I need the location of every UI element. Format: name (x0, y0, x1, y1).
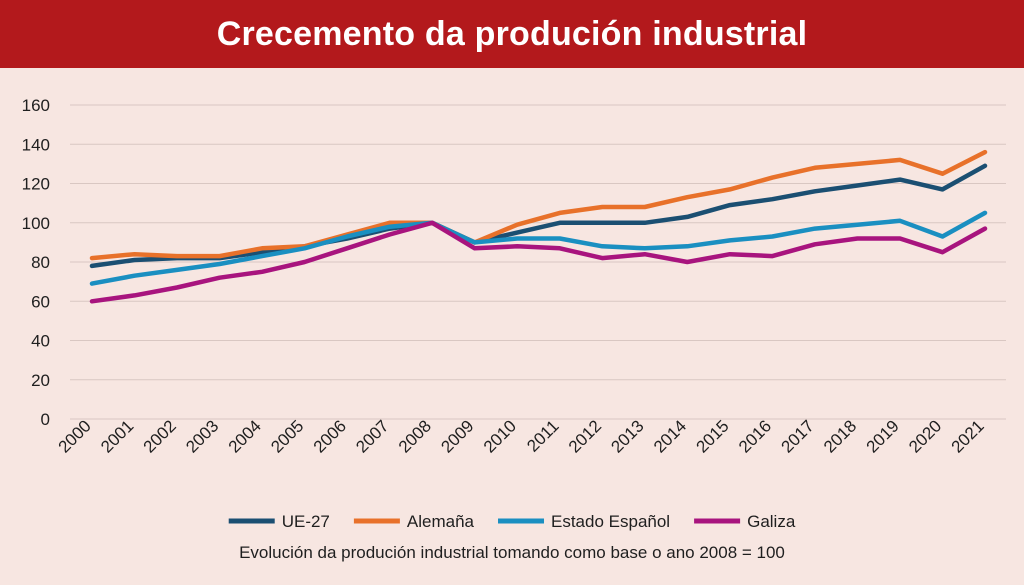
legend-item: Galiza (694, 512, 796, 531)
y-tick-label: 20 (31, 371, 50, 390)
x-tick-label: 2000 (55, 416, 95, 456)
series-line-3 (89, 220, 988, 304)
x-tick-label: 2018 (820, 416, 860, 456)
legend-item: Estado Español (498, 512, 670, 531)
y-tick-label: 140 (22, 135, 50, 154)
y-tick-label: 120 (22, 175, 50, 194)
x-tick-label: 2009 (437, 416, 477, 456)
x-axis-ticks: 2000 2001 2002 2003 2004 2005 2006 2007 2008 2009… (55, 416, 988, 456)
x-tick-label: 2017 (778, 416, 818, 456)
x-tick-label: 2014 (650, 416, 690, 456)
x-tick-label: 2008 (395, 416, 435, 456)
x-tick-label: 2012 (565, 416, 605, 456)
x-tick-label: 2021 (948, 416, 988, 456)
x-tick-label: 2016 (735, 416, 775, 456)
y-tick-label: 80 (31, 253, 50, 272)
x-tick-label: 2015 (693, 416, 733, 456)
series-line-0 (89, 163, 988, 269)
y-tick-label: 160 (22, 96, 50, 115)
x-tick-label: 2019 (863, 416, 903, 456)
grid-lines (70, 104, 1006, 420)
legend-label: Galiza (747, 512, 796, 531)
chart-title: Crecemento da produción industrial (216, 14, 808, 53)
series-line-2 (89, 210, 988, 286)
x-tick-label: 2010 (480, 416, 520, 456)
series-lines (89, 149, 988, 304)
legend-item: UE-27 (228, 512, 330, 531)
y-tick-label: 0 (41, 410, 50, 429)
legend-label: Estado Español (551, 512, 670, 531)
title-bar: Crecemento da produción industrial (0, 0, 1024, 68)
chart-subtitle: Evolución da produción industrial tomand… (239, 543, 785, 562)
y-axis-ticks: 0 20 40 60 80 100 120 140 160 (22, 96, 50, 429)
x-tick-label: 2003 (182, 416, 222, 456)
y-tick-label: 40 (31, 332, 50, 351)
y-tick-label: 60 (31, 292, 50, 311)
x-tick-label: 2007 (352, 416, 392, 456)
x-tick-label: 2004 (225, 416, 265, 456)
x-tick-label: 2013 (607, 416, 647, 456)
x-tick-label: 2001 (97, 416, 137, 456)
legend-item: Alemaña (353, 512, 475, 531)
legend-label: UE-27 (282, 512, 330, 531)
y-tick-label: 100 (22, 214, 50, 233)
series-line-1 (89, 149, 988, 261)
x-tick-label: 2006 (310, 416, 350, 456)
x-tick-label: 2020 (905, 416, 945, 456)
x-tick-label: 2005 (267, 416, 307, 456)
legend-label: Alemaña (407, 512, 475, 531)
x-tick-label: 2011 (523, 416, 562, 455)
x-tick-label: 2002 (140, 416, 180, 456)
legend: UE-27 Alemaña Estado Español Galiza (228, 512, 796, 531)
